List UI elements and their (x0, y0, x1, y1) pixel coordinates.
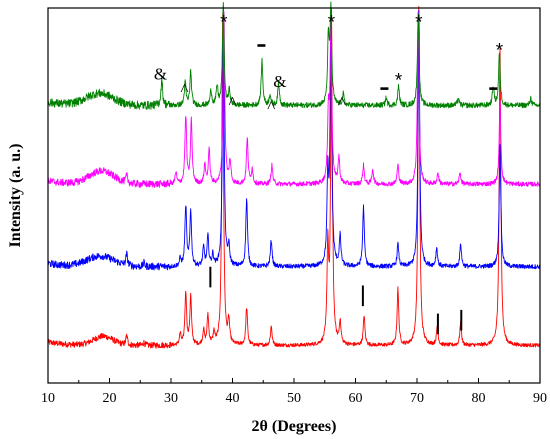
x-tick-label: 30 (164, 391, 178, 406)
peak-annotation: ^ (267, 97, 275, 116)
reference-markers (209, 266, 463, 335)
x-axis-title: 2θ (Degrees) (252, 418, 337, 435)
x-tick-label: 70 (410, 391, 424, 406)
peak-annotation: * (496, 41, 504, 62)
peak-annotations: * * ***& &^^ ^ ^ (154, 12, 504, 115)
peak-annotation: * (328, 12, 336, 33)
x-tick-label: 20 (103, 391, 117, 406)
peak-annotation: ^ (181, 80, 189, 99)
x-tick-label: 60 (349, 391, 363, 406)
series-line-1 (47, 6, 541, 349)
y-axis-title: Intensity (a. u.) (7, 143, 24, 247)
series-group (47, 1, 541, 349)
plot-frame (47, 7, 541, 384)
x-tick-label: 10 (41, 391, 55, 406)
peak-annotation: & (154, 65, 167, 84)
series-line-4 (47, 1, 541, 110)
x-tick-label: 90 (533, 391, 547, 406)
x-tick-label: 40 (226, 391, 240, 406)
series-line-3 (47, 7, 541, 188)
series-line-2 (47, 8, 541, 271)
peak-annotation: ^ (229, 93, 237, 112)
peak-annotation: & (273, 72, 286, 91)
x-tick-label: 80 (472, 391, 486, 406)
peak-annotation: * (395, 71, 403, 92)
peak-annotation: * (220, 12, 228, 33)
x-tick-label: 50 (287, 391, 301, 406)
peak-annotation: ^ (338, 93, 346, 112)
peak-annotation: * (415, 12, 423, 33)
x-axis: 10 20 30 40 50 60 70 80 90 (41, 378, 547, 406)
